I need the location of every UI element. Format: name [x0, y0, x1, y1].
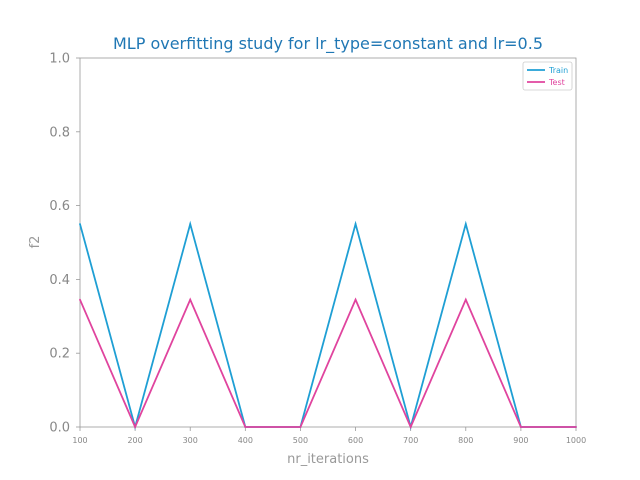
y-tick-label: 1.0	[49, 52, 70, 67]
data-point-test	[464, 298, 467, 301]
data-point-test	[409, 426, 412, 428]
x-tick-label: 200	[127, 436, 142, 445]
data-point-test	[354, 298, 357, 301]
y-axis-ticks: 0.0 0.2 0.4 0.6 0.8 1.0	[49, 52, 80, 436]
data-point-test	[189, 298, 192, 301]
data-point-test	[575, 426, 577, 428]
data-point-train	[189, 223, 192, 225]
x-tick-label: 900	[513, 436, 528, 445]
data-point-train	[354, 223, 357, 225]
data-point-test	[244, 426, 247, 428]
series-line-test	[79, 297, 576, 430]
x-tick-label: 300	[183, 436, 198, 445]
legend-label-test: Test	[548, 78, 565, 87]
data-point-test	[134, 426, 137, 428]
plot-frame	[79, 57, 577, 428]
x-tick-label: 100	[72, 436, 87, 445]
x-tick-label: 500	[293, 436, 308, 445]
y-tick-label: 0.0	[49, 421, 70, 436]
series-lines	[79, 220, 577, 431]
x-tick-label: 800	[458, 436, 473, 445]
chart-title: MLP overfitting study for lr_type=consta…	[113, 34, 543, 54]
data-point-test	[519, 426, 522, 428]
x-axis-ticks: 100 200 300 400 500 600 700 800 900 1000	[72, 427, 586, 445]
series-line-train	[79, 220, 576, 431]
data-point-train	[79, 223, 81, 225]
y-axis-label: f2	[28, 236, 43, 249]
data-point-train	[464, 223, 467, 225]
x-tick-label: 700	[403, 436, 418, 445]
y-tick-label: 0.6	[49, 199, 70, 214]
legend-box	[522, 61, 573, 91]
y-tick-label: 0.2	[49, 347, 70, 362]
data-point-test	[299, 426, 302, 428]
data-point-test	[79, 298, 81, 301]
x-tick-label: 400	[238, 436, 253, 445]
legend-label-train: Train	[548, 66, 568, 75]
x-tick-label: 600	[348, 436, 363, 445]
legend: Train Test	[522, 61, 573, 91]
x-tick-label: 1000	[566, 436, 586, 445]
x-axis-label: nr_iterations	[287, 452, 369, 467]
y-tick-label: 0.4	[49, 273, 70, 288]
y-tick-label: 0.8	[49, 125, 70, 140]
